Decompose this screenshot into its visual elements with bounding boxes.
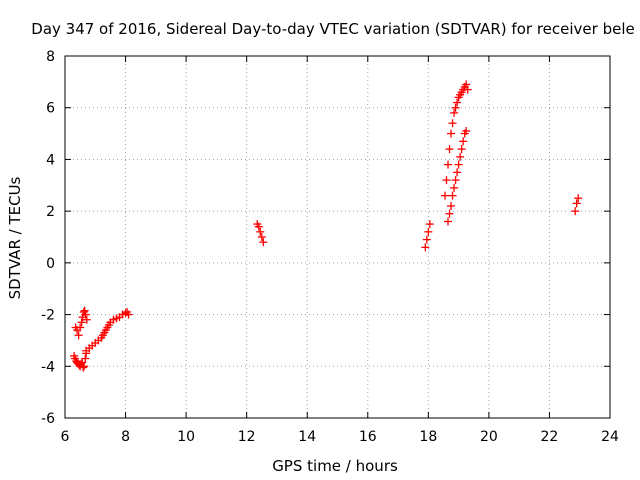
data-point	[81, 354, 90, 363]
data-point	[82, 315, 91, 324]
data-point	[457, 145, 466, 154]
data-point	[447, 201, 456, 210]
data-point	[462, 80, 471, 89]
x-tick-label: 18	[419, 429, 437, 445]
x-tick-label: 20	[480, 429, 498, 445]
y-axis-label: SDTVAR / TECUs	[6, 176, 24, 299]
data-point	[422, 235, 431, 244]
data-point	[445, 209, 454, 218]
y-tick-label: 2	[46, 204, 55, 220]
data-point	[80, 362, 89, 371]
data-point	[425, 220, 434, 229]
y-tick-label: -4	[41, 359, 55, 375]
data-points	[70, 80, 583, 372]
y-tick-label: -6	[41, 411, 55, 427]
data-point	[445, 145, 454, 154]
data-point	[454, 160, 463, 169]
data-point	[440, 191, 449, 200]
data-point	[444, 217, 453, 226]
data-point	[257, 233, 266, 241]
x-axis: 6 8 10 12 14 16 18 20 22 24	[61, 56, 619, 445]
x-tick-label: 16	[359, 429, 377, 445]
data-point	[444, 160, 453, 169]
grid	[65, 56, 610, 418]
y-tick-label: 0	[46, 256, 55, 272]
data-point	[74, 331, 83, 340]
y-tick-label: 6	[46, 101, 55, 117]
data-point	[448, 191, 457, 200]
data-point	[453, 98, 462, 107]
y-tick-label: 8	[46, 49, 55, 65]
chart-title: Day 347 of 2016, Sidereal Day-to-day VTE…	[31, 20, 634, 38]
data-point	[81, 310, 90, 319]
data-point	[451, 103, 460, 112]
data-point	[447, 129, 456, 138]
x-tick-label: 24	[601, 429, 619, 445]
data-point	[79, 363, 88, 372]
x-tick-label: 14	[298, 429, 316, 445]
data-point	[572, 199, 581, 208]
data-point	[77, 318, 86, 327]
data-point	[450, 183, 459, 192]
data-point	[456, 152, 465, 161]
x-tick-label: 10	[177, 429, 195, 445]
data-point	[421, 243, 430, 252]
data-point	[76, 323, 85, 332]
data-point	[124, 310, 133, 319]
data-point	[574, 194, 583, 203]
data-point	[453, 168, 462, 177]
data-point	[424, 227, 433, 236]
data-point	[448, 119, 457, 128]
data-point	[80, 306, 89, 315]
x-tick-label: 12	[238, 429, 256, 445]
y-tick-label: -2	[41, 308, 55, 324]
x-axis-label: GPS time / hours	[272, 457, 398, 475]
data-point	[256, 227, 265, 236]
x-tick-label: 22	[541, 429, 559, 445]
plot-frame	[64, 55, 611, 419]
data-point	[462, 126, 471, 135]
x-tick-label: 8	[121, 429, 130, 445]
data-point	[451, 176, 460, 185]
data-point	[259, 238, 268, 247]
data-point	[442, 176, 451, 185]
y-tick-label: 4	[46, 152, 55, 168]
data-point	[571, 207, 580, 216]
x-tick-label: 6	[61, 429, 70, 445]
data-point	[254, 222, 263, 231]
data-point	[450, 108, 459, 117]
data-point	[463, 85, 472, 94]
y-axis: -6 -4 -2 0 2 4 6 8	[41, 49, 610, 427]
data-point	[459, 137, 468, 146]
